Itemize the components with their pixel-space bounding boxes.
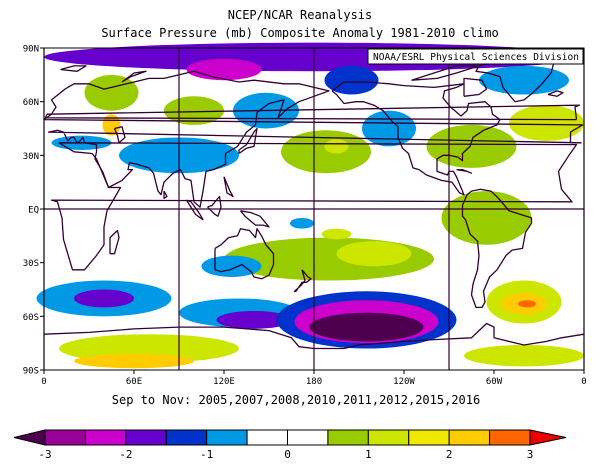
coastline-new-zealand: [293, 269, 312, 292]
colorbar-label: 2: [446, 448, 453, 461]
coastline-eurasia: [43, 70, 584, 208]
colorbar-bin: [206, 429, 248, 446]
coastline-sri-lanka: [163, 190, 168, 199]
coastline-baffin: [463, 77, 488, 97]
credit-box: [367, 48, 584, 65]
colorbar-bin: [44, 429, 86, 446]
coastline-antarctica: [43, 322, 585, 350]
colorbar-label: -2: [119, 448, 132, 461]
colorbar-bin: [327, 429, 369, 446]
map-panel: [36, 42, 585, 371]
colorbar-label: 3: [527, 448, 534, 461]
anomaly-region: [479, 65, 569, 95]
lat-tick-label: 30N: [23, 152, 39, 162]
anomaly-region: [362, 110, 416, 147]
anomaly-region: [186, 58, 262, 81]
coastline-north-america: [331, 81, 501, 196]
colorbar-bin: [165, 429, 208, 446]
coastline-borneo: [207, 195, 222, 217]
coastline-africa: [50, 142, 578, 271]
coastline-britain: [44, 104, 581, 121]
colorbar-bin: [408, 429, 450, 446]
lat-tick-label: 90N: [23, 45, 39, 55]
anomaly-region: [321, 228, 352, 240]
coastline-cuba: [456, 168, 473, 174]
coastline-sumatra: [185, 199, 204, 221]
colorbar-bin: [287, 429, 329, 446]
colorbar-under-triangle: [13, 429, 46, 446]
anomaly-region: [281, 130, 371, 174]
coastline-iceland: [547, 90, 564, 97]
lat-tick-label: EQ: [28, 206, 39, 216]
anomaly-region: [84, 74, 139, 111]
coastline-caspian-sea: [113, 126, 126, 144]
anomaly-region: [518, 300, 536, 308]
colorbar-label: -1: [200, 448, 213, 461]
coastline-svalbard: [60, 65, 87, 72]
anomaly-region: [290, 217, 314, 229]
anomaly-region: [426, 124, 517, 168]
anomaly-region: [102, 114, 121, 136]
anomaly-region: [441, 191, 532, 245]
lat-tick-label: 90S: [23, 367, 39, 377]
anomaly-region: [336, 241, 412, 267]
lat-tick-label: 60S: [23, 313, 39, 323]
anomaly-region: [309, 312, 424, 342]
colorbar-label: 1: [365, 448, 372, 461]
coastline-new-guinea: [240, 210, 270, 228]
lon-tick-label: 180: [306, 377, 322, 387]
colorbar: -3 -2 -1 0 1 2 3: [13, 429, 567, 461]
anomaly-region: [74, 289, 134, 308]
season-years-label: Sep to Nov: 2005,2007,2008,2010,2011,201…: [112, 393, 480, 407]
colorbar-label: 0: [284, 448, 291, 461]
figure-title: NCEP/NCAR Reanalysis: [228, 8, 373, 22]
anomaly-region: [201, 255, 262, 277]
colorbar-bin: [367, 429, 410, 446]
lon-tick-label: 60W: [486, 377, 503, 387]
colorbar-bin: [448, 429, 491, 446]
anomaly-region: [324, 65, 379, 95]
credit-label: NOAA/ESRL Physical Sciences Division: [373, 52, 579, 63]
anomaly-region: [509, 105, 584, 142]
longitude-axis: 0 60E 120E 180 120W 60W 0: [41, 370, 587, 387]
lon-tick-label: 0: [41, 377, 46, 387]
anomaly-region: [324, 139, 349, 154]
lon-tick-label: 120E: [213, 377, 235, 387]
lon-tick-label: 120W: [393, 377, 415, 387]
coastline-australia: [214, 228, 275, 280]
lon-tick-label: 60E: [126, 377, 142, 387]
colorbar-bin: [125, 429, 167, 446]
anomaly-region: [216, 310, 292, 329]
anomaly-region: [74, 353, 194, 369]
coastline-arctic-islands: [411, 65, 480, 81]
colorbar-bin: [246, 429, 288, 446]
latitude-axis: 90N 60N 30N EQ 30S 60S 90S: [23, 45, 44, 377]
coastline-philippines: [223, 176, 234, 198]
colorbar-over-triangle: [529, 429, 567, 446]
coastline-south-america: [461, 188, 533, 309]
colorbar-bin: [84, 429, 127, 446]
lat-tick-label: 60N: [23, 98, 39, 108]
anomaly-region: [464, 344, 584, 367]
figure-subtitle: Surface Pressure (mb) Composite Anomaly …: [101, 26, 498, 40]
coastline-novaya-zemlya: [121, 70, 147, 83]
colorbar-bin: [489, 429, 531, 446]
continent-outlines: [43, 59, 585, 350]
lon-tick-label: 0: [581, 377, 586, 387]
colorbar-label: -3: [38, 448, 51, 461]
coastline-japan: [238, 127, 258, 155]
lat-tick-label: 30S: [23, 259, 39, 269]
coastline-madagascar: [109, 229, 120, 255]
